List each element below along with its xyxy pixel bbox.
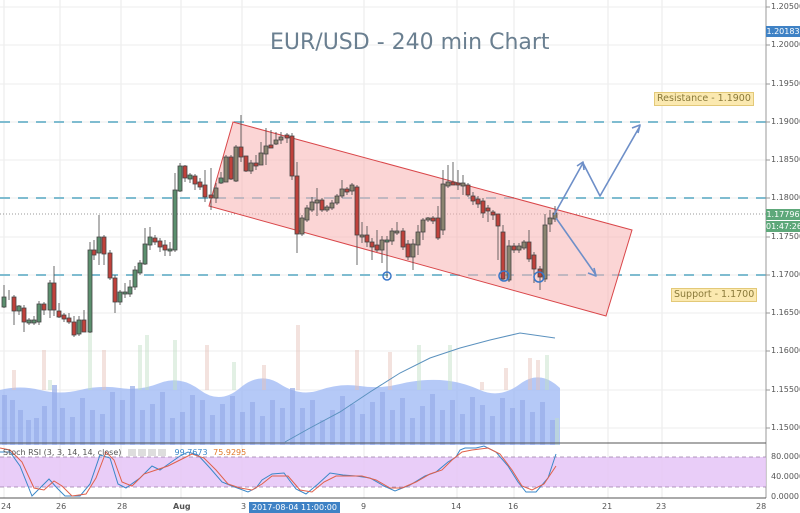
time-tick: 3 (241, 502, 247, 511)
stoch-d-line (0, 447, 557, 497)
time-tick: 14 (451, 502, 462, 511)
hide-icon[interactable] (137, 449, 146, 456)
price-tick: 1.15000 (771, 423, 800, 432)
projection-arrows (553, 124, 641, 277)
marker-circle (382, 271, 392, 281)
arrowhead-3 (587, 267, 597, 277)
marker-circle (498, 270, 510, 282)
time-tick: 9 (361, 502, 367, 511)
rsi-band (0, 457, 766, 487)
candlesticks (1, 115, 558, 337)
resistance-label[interactable]: Resistance - 1.1900 (654, 92, 754, 106)
bullish-projection-path (553, 125, 641, 216)
price-tick: 1.16500 (771, 308, 800, 317)
rsi-tick: 0.0000 (771, 492, 799, 501)
price-tick: 1.18500 (771, 155, 800, 164)
current-price-tag: 1.17796 (766, 209, 800, 220)
price-tick: 1.17000 (771, 270, 800, 279)
rsi-k-value: 99.7673 (174, 448, 208, 457)
price-tick: 1.19500 (771, 79, 800, 88)
descending-channel (208, 121, 633, 317)
crosshair-date-tag: 2017-08-04 11:00:00 (249, 502, 340, 513)
countdown-tag: 01:47:26 (766, 221, 800, 232)
rsi-legend[interactable]: Stoch RSI (3, 3, 14, 14, close) 99.7673 … (3, 448, 246, 457)
chart-title: EUR/USD - 240 min Chart (270, 30, 550, 55)
arrowhead-1 (576, 161, 585, 171)
price-tick: 1.20500 (771, 2, 800, 11)
rsi-tick: 80.0000 (771, 452, 800, 461)
stoch-k-line (0, 445, 557, 497)
time-tick: 28 (117, 502, 128, 511)
time-tick: 28 (756, 502, 767, 511)
volume-bars (0, 325, 560, 445)
price-tick: 1.19000 (771, 117, 800, 126)
indicator-buttons[interactable] (127, 448, 168, 457)
format-icon[interactable] (147, 449, 156, 456)
price-tick: 1.20000 (771, 40, 800, 49)
arrowhead-2 (631, 124, 641, 134)
price-axis-ticks (766, 6, 770, 429)
price-tick: 1.15500 (771, 385, 800, 394)
settings-icon[interactable] (127, 449, 136, 456)
time-tick: 24 (1, 502, 12, 511)
price-tick: 1.17500 (771, 232, 800, 241)
marker-circle (533, 271, 545, 283)
high-price-tag: 1.20183 (766, 26, 800, 37)
close-icon[interactable] (157, 449, 166, 456)
support-touch-markers (382, 270, 545, 283)
bearish-projection-path (555, 217, 597, 276)
volume-ma-line (284, 332, 556, 443)
rsi-tick: 40.0000 (771, 472, 800, 481)
time-tick: 21 (602, 502, 613, 511)
rsi-d-value: 75.9295 (213, 448, 247, 457)
price-tick: 1.16000 (771, 346, 800, 355)
time-tick: 16 (508, 502, 519, 511)
rsi-indicator-name: Stoch RSI (3, 3, 14, 14, close) (3, 448, 122, 457)
time-tick: Aug (173, 502, 191, 511)
time-tick: 26 (56, 502, 67, 511)
time-tick: 23 (656, 502, 667, 511)
price-tick: 1.18000 (771, 193, 800, 202)
support-label[interactable]: Support - 1.1700 (671, 288, 758, 302)
